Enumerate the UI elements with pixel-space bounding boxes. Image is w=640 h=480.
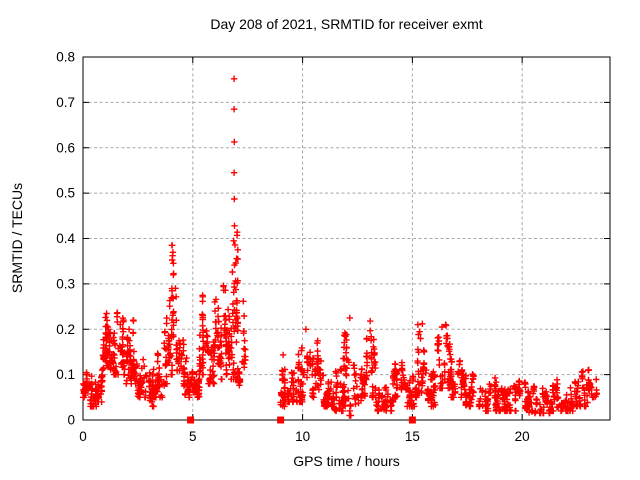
chart-title: Day 208 of 2021, SRMTID for receiver exm…	[210, 16, 483, 32]
y-tick-label: 0.2	[56, 322, 75, 337]
x-tick-label: 0	[79, 429, 87, 444]
y-tick-label: 0.4	[56, 231, 75, 246]
y-axis-label-text: SRMTID / TECUs	[9, 182, 25, 294]
y-tick-label: 0.3	[56, 276, 75, 291]
y-tick-label: 0.7	[56, 95, 75, 110]
scatter-points	[79, 75, 600, 419]
x-tick-label: 20	[515, 429, 530, 444]
x-tick-label: 15	[405, 429, 420, 444]
gridlines	[83, 57, 610, 420]
y-tick-label: 0.6	[56, 140, 75, 155]
x-tick-label: 5	[189, 429, 197, 444]
y-tick-label: 0.5	[56, 186, 75, 201]
zero-marker-square	[277, 416, 285, 424]
zero-marker-square	[187, 416, 195, 424]
y-tick-label: 0.1	[56, 367, 75, 382]
x-axis-label: GPS time / hours	[293, 453, 400, 469]
x-tick-label: 10	[295, 429, 310, 444]
y-tick-label: 0.8	[56, 50, 75, 65]
y-tick-label: 0	[67, 413, 75, 428]
zero-marker-square	[408, 416, 416, 424]
